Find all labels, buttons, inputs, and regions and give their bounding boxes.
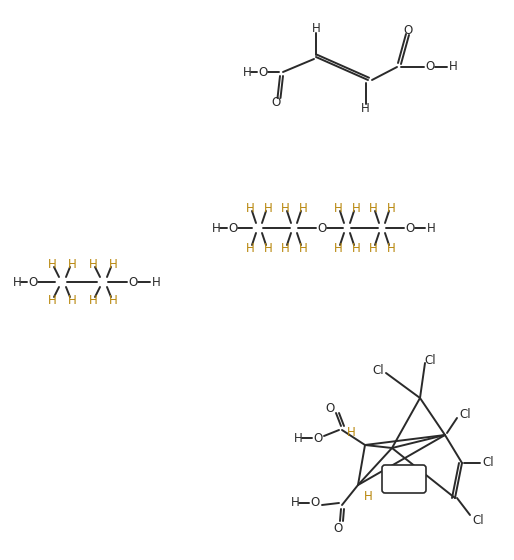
Text: H: H: [13, 276, 22, 288]
Text: H: H: [108, 258, 117, 270]
Text: O: O: [426, 60, 435, 73]
Text: Cl: Cl: [482, 456, 494, 469]
Text: H: H: [361, 101, 370, 114]
Text: H: H: [311, 22, 320, 35]
Text: H: H: [369, 202, 377, 214]
Text: H: H: [346, 427, 355, 440]
Text: O: O: [228, 222, 237, 235]
Text: O: O: [271, 96, 281, 110]
Text: H: H: [299, 202, 307, 214]
Text: H: H: [264, 241, 272, 254]
Text: O: O: [310, 497, 320, 510]
Text: H: H: [334, 202, 342, 214]
Text: O: O: [28, 276, 38, 288]
Text: Cl: Cl: [372, 363, 384, 376]
Text: H: H: [299, 241, 307, 254]
Text: O: O: [406, 222, 415, 235]
Text: O: O: [259, 66, 268, 78]
Text: H: H: [48, 258, 57, 270]
Text: H: H: [264, 202, 272, 214]
Text: O: O: [403, 25, 413, 38]
Text: O: O: [128, 276, 138, 288]
Text: H: H: [369, 241, 377, 254]
Text: O: O: [325, 402, 335, 414]
Text: Abs: Abs: [393, 473, 415, 486]
Text: H: H: [352, 241, 360, 254]
Text: H: H: [212, 222, 221, 235]
Text: H: H: [88, 293, 97, 306]
Text: H: H: [293, 432, 302, 445]
Text: H: H: [352, 202, 360, 214]
Text: Cl: Cl: [424, 353, 436, 366]
Text: H: H: [88, 258, 97, 270]
Text: H: H: [243, 66, 251, 78]
Text: H: H: [68, 293, 77, 306]
Text: O: O: [317, 222, 326, 235]
Text: H: H: [334, 241, 342, 254]
Text: Cl: Cl: [459, 408, 471, 422]
Text: H: H: [246, 241, 254, 254]
Text: H: H: [387, 202, 395, 214]
Text: H: H: [281, 241, 289, 254]
Text: H: H: [68, 258, 77, 270]
Text: Cl: Cl: [472, 514, 484, 526]
Text: O: O: [334, 521, 343, 534]
Text: H: H: [48, 293, 57, 306]
Text: H: H: [449, 60, 457, 73]
Text: H: H: [363, 491, 372, 503]
Text: O: O: [314, 432, 323, 445]
Text: H: H: [108, 293, 117, 306]
Text: H: H: [427, 222, 435, 235]
Text: H: H: [246, 202, 254, 214]
Text: H: H: [152, 276, 160, 288]
Text: H: H: [387, 241, 395, 254]
Text: H: H: [281, 202, 289, 214]
Text: H: H: [290, 497, 299, 510]
FancyBboxPatch shape: [382, 465, 426, 493]
